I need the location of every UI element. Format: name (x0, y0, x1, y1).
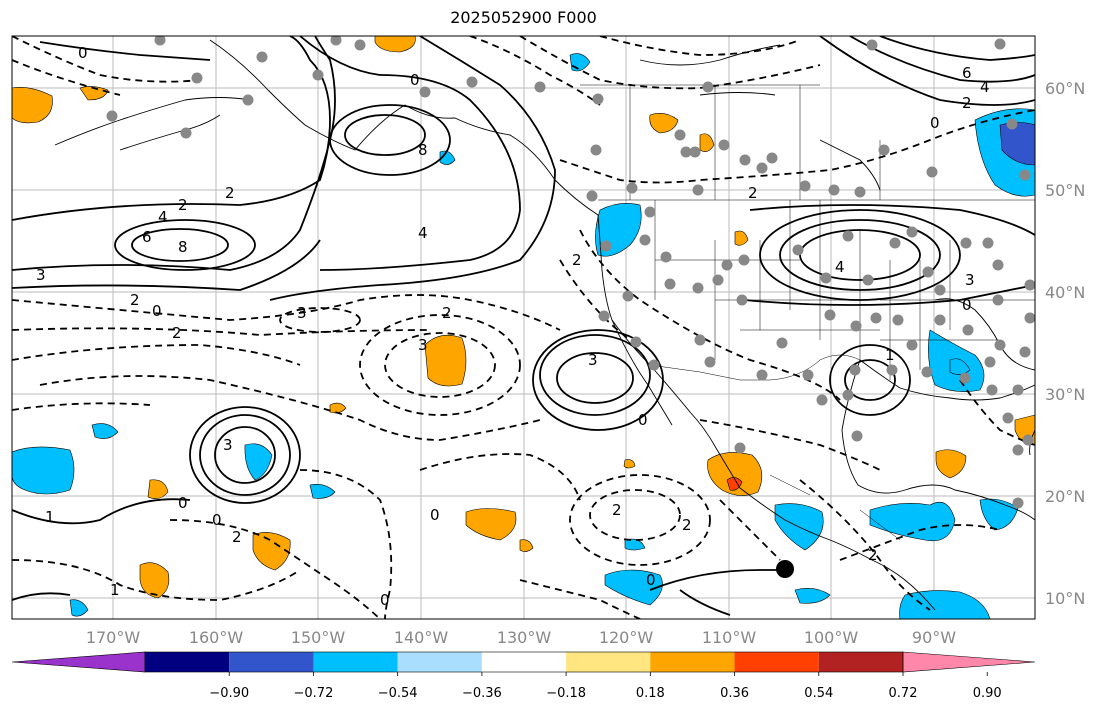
colorbar-bin (397, 652, 482, 672)
lat-label: 40°N (1045, 283, 1085, 302)
contour-label: 1 (885, 346, 895, 364)
dashed-contours (12, 36, 1035, 619)
contour-label: 3 (297, 304, 307, 322)
colorbar-tick-label: 0.36 (720, 686, 749, 701)
contour-label: 8 (418, 141, 428, 159)
longitude-labels: 170°W 160°W 150°W 140°W 130°W 120°W 110°… (86, 628, 956, 647)
contour-label: 0 (380, 591, 390, 609)
contour-label: 2 (178, 196, 188, 214)
contour-label: 8 (178, 238, 188, 256)
contour-label: 0 (962, 296, 972, 314)
colorbar-outline (144, 651, 904, 673)
lon-label: 120°W (599, 628, 654, 647)
contour-label: 0 (178, 494, 188, 512)
map-title: 2025052900 F000 (450, 8, 597, 27)
colorbar-bin (818, 652, 903, 672)
lon-label: 170°W (86, 628, 141, 647)
contour-label: 2 (682, 516, 692, 534)
station-dots (106, 36, 1035, 509)
contour-label: 4 (835, 258, 845, 276)
map-frame (11, 35, 1036, 620)
colorbar-extend-low (11, 651, 146, 673)
colorbar-bin (145, 652, 230, 672)
colorbar-tick-label: 0.54 (804, 686, 833, 701)
contour-label: 4 (980, 78, 990, 96)
location-marker (776, 560, 794, 578)
contour-label: 1 (110, 581, 120, 599)
contour-label: 4 (418, 224, 428, 242)
contour-label: 0 (410, 71, 420, 89)
lon-label: 130°W (497, 628, 552, 647)
colorbar: −0.90 −0.72 −0.54 −0.36 −0.18 0.18 0.36 0.54 0.7… (11, 651, 1036, 701)
contour-label: 0 (930, 114, 940, 132)
contour-label: 1 (45, 508, 55, 526)
contour-label: 3 (36, 266, 46, 284)
colorbar-tick-label: 0.90 (973, 686, 1002, 701)
colorbar-bin (566, 652, 651, 672)
colorbar-bin (734, 652, 819, 672)
lon-label: 160°W (189, 628, 244, 647)
contour-label: 2 (748, 184, 758, 202)
contour-label: 0 (646, 571, 656, 589)
colorbar-tick-label: −0.36 (462, 686, 502, 701)
contour-label: 2 (612, 501, 622, 519)
contour-label: 0 (638, 411, 648, 429)
lon-label: 150°W (291, 628, 346, 647)
lon-label: 140°W (394, 628, 449, 647)
colorbar-bin (229, 652, 314, 672)
colorbar-bin (313, 652, 398, 672)
colorbar-tick-label: −0.72 (294, 686, 334, 701)
colorbar-tick-label: 0.18 (636, 686, 665, 701)
colorbar-tick-label: −0.90 (209, 686, 249, 701)
solid-contours (12, 36, 1035, 616)
contour-label: 0 (152, 302, 162, 320)
contour-label: 3 (588, 351, 598, 369)
latitude-labels: 60°N 50°N 40°N 30°N 20°N 10°N (1045, 79, 1085, 608)
colorbar-tick-label: 0.72 (889, 686, 918, 701)
lat-label: 30°N (1045, 385, 1085, 404)
contour-label: 2 (868, 546, 878, 564)
colorbar-tick-label: −0.18 (546, 686, 586, 701)
contour-label: 6 (142, 228, 152, 246)
contour-label: 3 (418, 336, 428, 354)
contour-label: 0 (78, 44, 88, 62)
lon-label: 100°W (804, 628, 859, 647)
colorbar-tick-label: −0.54 (378, 686, 418, 701)
contour-label: 2 (130, 291, 140, 309)
colorbar-extend-high (902, 651, 1036, 673)
lon-label: 90°W (912, 628, 956, 647)
contour-label: 2 (962, 94, 972, 112)
contour-label: 6 (962, 64, 972, 82)
contour-label: 2 (225, 184, 235, 202)
lon-label: 110°W (702, 628, 757, 647)
contour-label: 2 (172, 324, 182, 342)
contour-label: 3 (223, 436, 233, 454)
lat-label: 60°N (1045, 79, 1085, 98)
contour-label: 0 (212, 511, 222, 529)
colorbar-bin (481, 652, 567, 672)
lat-label: 20°N (1045, 487, 1085, 506)
lat-label: 10°N (1045, 589, 1085, 608)
contour-label: 4 (158, 208, 168, 226)
contour-label: 2 (572, 251, 582, 269)
contour-label: 0 (430, 506, 440, 524)
contour-labels: 0 0 2 2 4 4 6 8 8 3 2 0 2 3 2 3 3 0 3 0 … (36, 44, 990, 609)
colorbar-bin (650, 652, 735, 672)
contour-label: 3 (965, 271, 975, 289)
contour-label: 2 (232, 528, 242, 546)
lat-label: 50°N (1045, 181, 1085, 200)
contour-label: 2 (442, 304, 452, 322)
